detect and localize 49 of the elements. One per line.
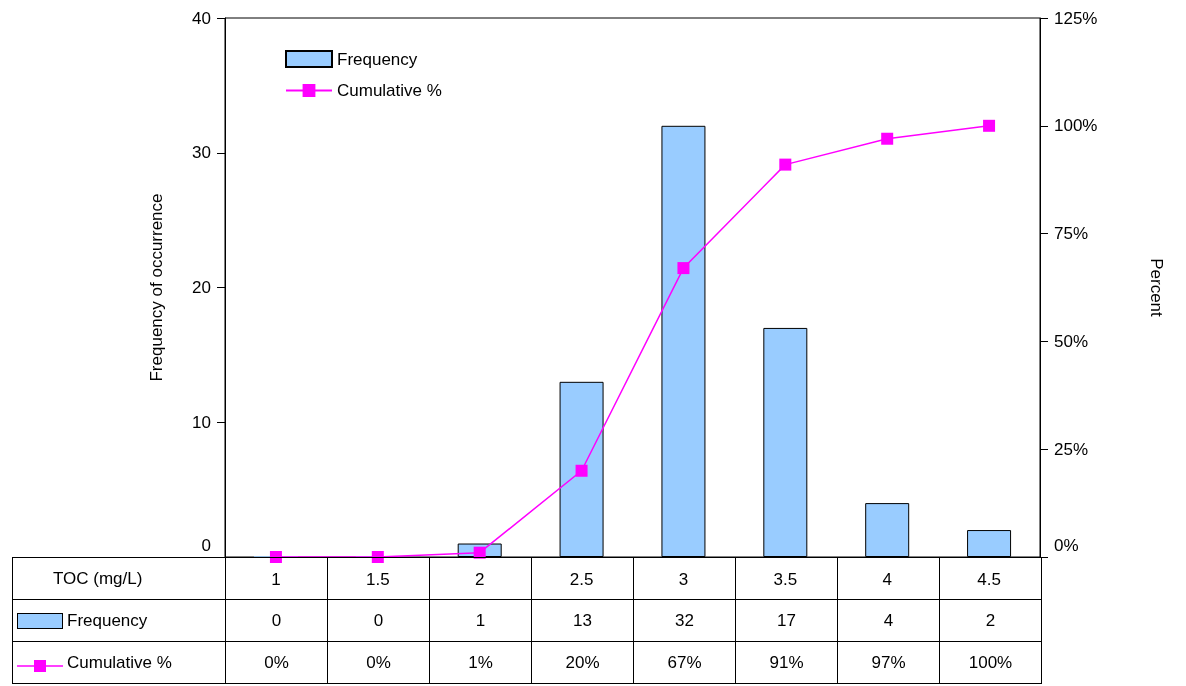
data-label: 0 [327, 599, 430, 642]
point [677, 262, 690, 275]
text: Cumulative % [67, 652, 172, 672]
data-label: 97% [837, 641, 940, 684]
point [371, 551, 384, 563]
data-label: 0 [225, 599, 328, 642]
point [575, 464, 588, 477]
point [881, 132, 894, 145]
data-label: 32 [633, 599, 736, 642]
data-label: 1% [429, 641, 532, 684]
y2-tick-label: 50% [1054, 331, 1089, 351]
y-tick-label: 10 [192, 412, 211, 432]
point [779, 158, 792, 171]
data-label: 0% [225, 641, 328, 684]
point [269, 551, 282, 563]
x-tick-label: 4 [882, 570, 892, 589]
legend-label: Cumulative % [337, 81, 442, 100]
data-label: 17 [735, 599, 838, 642]
data-label: 91% [735, 641, 838, 684]
x-tick-label: 1.5 [365, 570, 390, 589]
y2-axis-title: Percent [1147, 258, 1166, 318]
data-label: 4 [837, 599, 940, 642]
x-tick-label: 2.5 [569, 570, 594, 589]
y-tick-label: 0 [201, 535, 211, 555]
x-axis-title: TOC (mg/L) [12, 557, 226, 600]
y-tick-label: 40 [192, 8, 211, 28]
y-tick-label: 30 [192, 143, 211, 163]
data-label: 0% [327, 641, 430, 684]
data-label: 1 [429, 599, 532, 642]
y-tick-label: 20 [192, 278, 211, 297]
x-tick-label: 3 [678, 570, 689, 589]
x-tick-label: 2 [474, 570, 485, 589]
legend-label: Frequency [337, 49, 418, 69]
data-label: 20% [531, 641, 634, 684]
data-label: 13 [531, 599, 634, 642]
y2-tick-label: 75% [1054, 224, 1089, 244]
x-tick-label: 3.5 [773, 570, 798, 589]
data-label: 100% [939, 641, 1042, 684]
y2-tick-label: 125% [1054, 8, 1098, 28]
x-tick-label: 4.5 [977, 570, 1001, 589]
text: Frequency [67, 610, 148, 630]
y2-tick-label: 100% [1054, 116, 1098, 136]
x-tick-label: 1 [271, 570, 281, 589]
y2-tick-label: 25% [1054, 439, 1089, 459]
data-label: 2 [939, 599, 1042, 642]
point [983, 119, 996, 132]
y2-tick-label: 0% [1054, 535, 1079, 555]
y-axis-title: Frequency of occurrence [147, 193, 166, 382]
data-label: 67% [633, 641, 736, 684]
